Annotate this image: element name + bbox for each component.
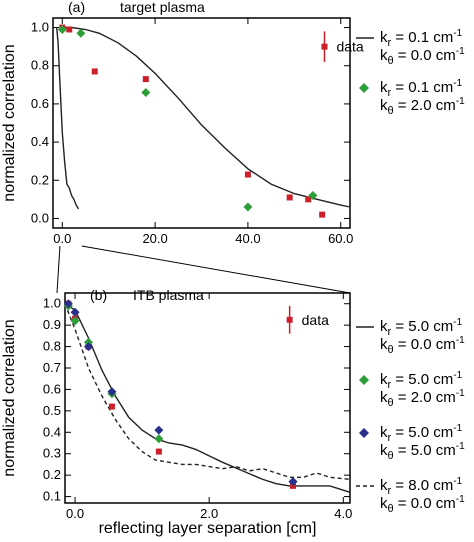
data-point: [244, 171, 251, 178]
diamond-point: [288, 477, 298, 487]
y-tick-label: 0.7: [43, 360, 61, 375]
series-line: [56, 27, 80, 210]
legend-text: kr = 0.1 cm-1: [380, 28, 463, 49]
panel-b-ylabel: normalized correlation: [1, 319, 18, 476]
diamond-point: [308, 191, 318, 201]
diamond-point: [154, 425, 164, 435]
x-tick-label: 2.0: [200, 506, 218, 521]
y-tick-label: 0.2: [43, 467, 61, 482]
legend-text: kθ = 0.0 cm-1: [380, 494, 465, 515]
legend-text: kθ = 5.0 cm-1: [380, 441, 465, 462]
panel-b: (b) ITB plasma normalized correlation re…: [1, 287, 352, 537]
data-point: [305, 196, 312, 203]
legend-diamond: [359, 428, 369, 438]
panel-b-markers: [63, 299, 298, 489]
panel-a-ticks: 0.0 20.0 40.0 60.0 0.0 0.2 0.4 0.6 0.8 1.0: [31, 18, 353, 246]
y-tick-label: 0.9: [43, 317, 61, 332]
data-point: [286, 194, 293, 201]
panel-b-label: (b): [90, 287, 107, 303]
x-tick-label: 0.0: [66, 506, 84, 521]
data-point: [142, 76, 149, 83]
panel-a-markers: [57, 24, 328, 218]
panel-a-title: target plasma: [120, 0, 205, 15]
panel-b-frame: [64, 292, 351, 504]
diamond-point: [154, 434, 164, 444]
y-tick-label: 0.4: [31, 134, 49, 149]
diamond-point: [107, 387, 117, 397]
y-tick-label: 0.4: [43, 424, 61, 439]
zoom-connector-right: [81, 245, 351, 294]
zoom-connector-left: [56, 245, 61, 294]
diamond-point: [63, 299, 73, 309]
x-tick-label: 60.0: [328, 231, 353, 246]
diamond-point: [141, 87, 151, 97]
panel-a-ylabel: normalized correlation: [1, 44, 18, 201]
y-tick-label: 0.8: [31, 58, 49, 73]
y-tick-label: 0.3: [43, 446, 61, 461]
diamond-point: [57, 24, 67, 34]
legend-text: kθ = 2.0 cm-1: [380, 96, 465, 117]
panel-b-data-label: data: [302, 312, 329, 328]
panel-a-data-label: data: [336, 39, 363, 55]
panel-b-lines: [64, 303, 351, 493]
legend-text: kθ = 0.0 cm-1: [380, 46, 465, 67]
x-tick-label: 4.0: [334, 506, 352, 521]
y-tick-label: 0.5: [43, 403, 61, 418]
panel-a-label: (a): [68, 0, 85, 15]
y-tick-label: 0.1: [43, 489, 61, 504]
data-point: [155, 448, 162, 455]
legend-text: kθ = 0.0 cm-1: [380, 335, 465, 356]
error-bar-marker: [321, 43, 328, 50]
series-line: [62, 26, 351, 208]
series-line: [64, 303, 351, 481]
data-point: [108, 403, 115, 410]
legend-text: kr = 5.0 cm-1: [380, 317, 463, 338]
panel-a-frame: [52, 17, 351, 229]
x-tick-label: 40.0: [235, 231, 260, 246]
x-tick-label: 20.0: [142, 231, 167, 246]
panel-b-ticks: 0.0 2.0 4.0 0.1 0.2 0.3 0.4 0.5 0.6 0.7 0.8 0.9 1.0: [43, 293, 352, 521]
y-tick-label: 0.8: [43, 339, 61, 354]
series-line: [64, 303, 351, 493]
legend-text: kr = 8.0 cm-1: [380, 476, 463, 497]
diamond-point: [243, 202, 253, 212]
diamond-point: [70, 316, 80, 326]
y-tick-label: 1.0: [31, 20, 49, 35]
data-point: [319, 211, 326, 218]
panel-a: (a) target plasma normalized correlation…: [1, 0, 364, 246]
diamond-point: [70, 307, 80, 317]
diamond-point: [76, 28, 86, 38]
data-point: [91, 68, 98, 75]
x-tick-label: 0.0: [53, 231, 71, 246]
y-tick-label: 0.0: [31, 210, 49, 225]
legend-diamond: [359, 375, 369, 385]
panel-b-xlabel: reflecting layer separation [cm]: [99, 520, 317, 537]
panel-b-title: ITB plasma: [133, 287, 204, 303]
y-tick-label: 0.2: [31, 172, 49, 187]
y-tick-label: 1.0: [43, 296, 61, 311]
data-point: [66, 26, 73, 33]
legend-text: kr = 0.1 cm-1: [380, 78, 463, 99]
error-bar-marker: [286, 316, 293, 323]
legend-text: kr = 5.0 cm-1: [380, 423, 463, 444]
legend-diamond: [359, 83, 369, 93]
y-tick-label: 0.6: [31, 96, 49, 111]
panel-b-legend: kr = 5.0 cm-1kθ = 0.0 cm-1kr = 5.0 cm-1k…: [356, 317, 465, 515]
panel-a-lines: [56, 26, 351, 210]
panel-a-legend: kr = 0.1 cm-1kθ = 0.0 cm-1kr = 0.1 cm-1k…: [356, 28, 465, 117]
legend-text: kr = 5.0 cm-1: [380, 370, 463, 391]
y-tick-label: 0.6: [43, 381, 61, 396]
diamond-point: [83, 342, 93, 352]
legend-text: kθ = 2.0 cm-1: [380, 388, 465, 409]
